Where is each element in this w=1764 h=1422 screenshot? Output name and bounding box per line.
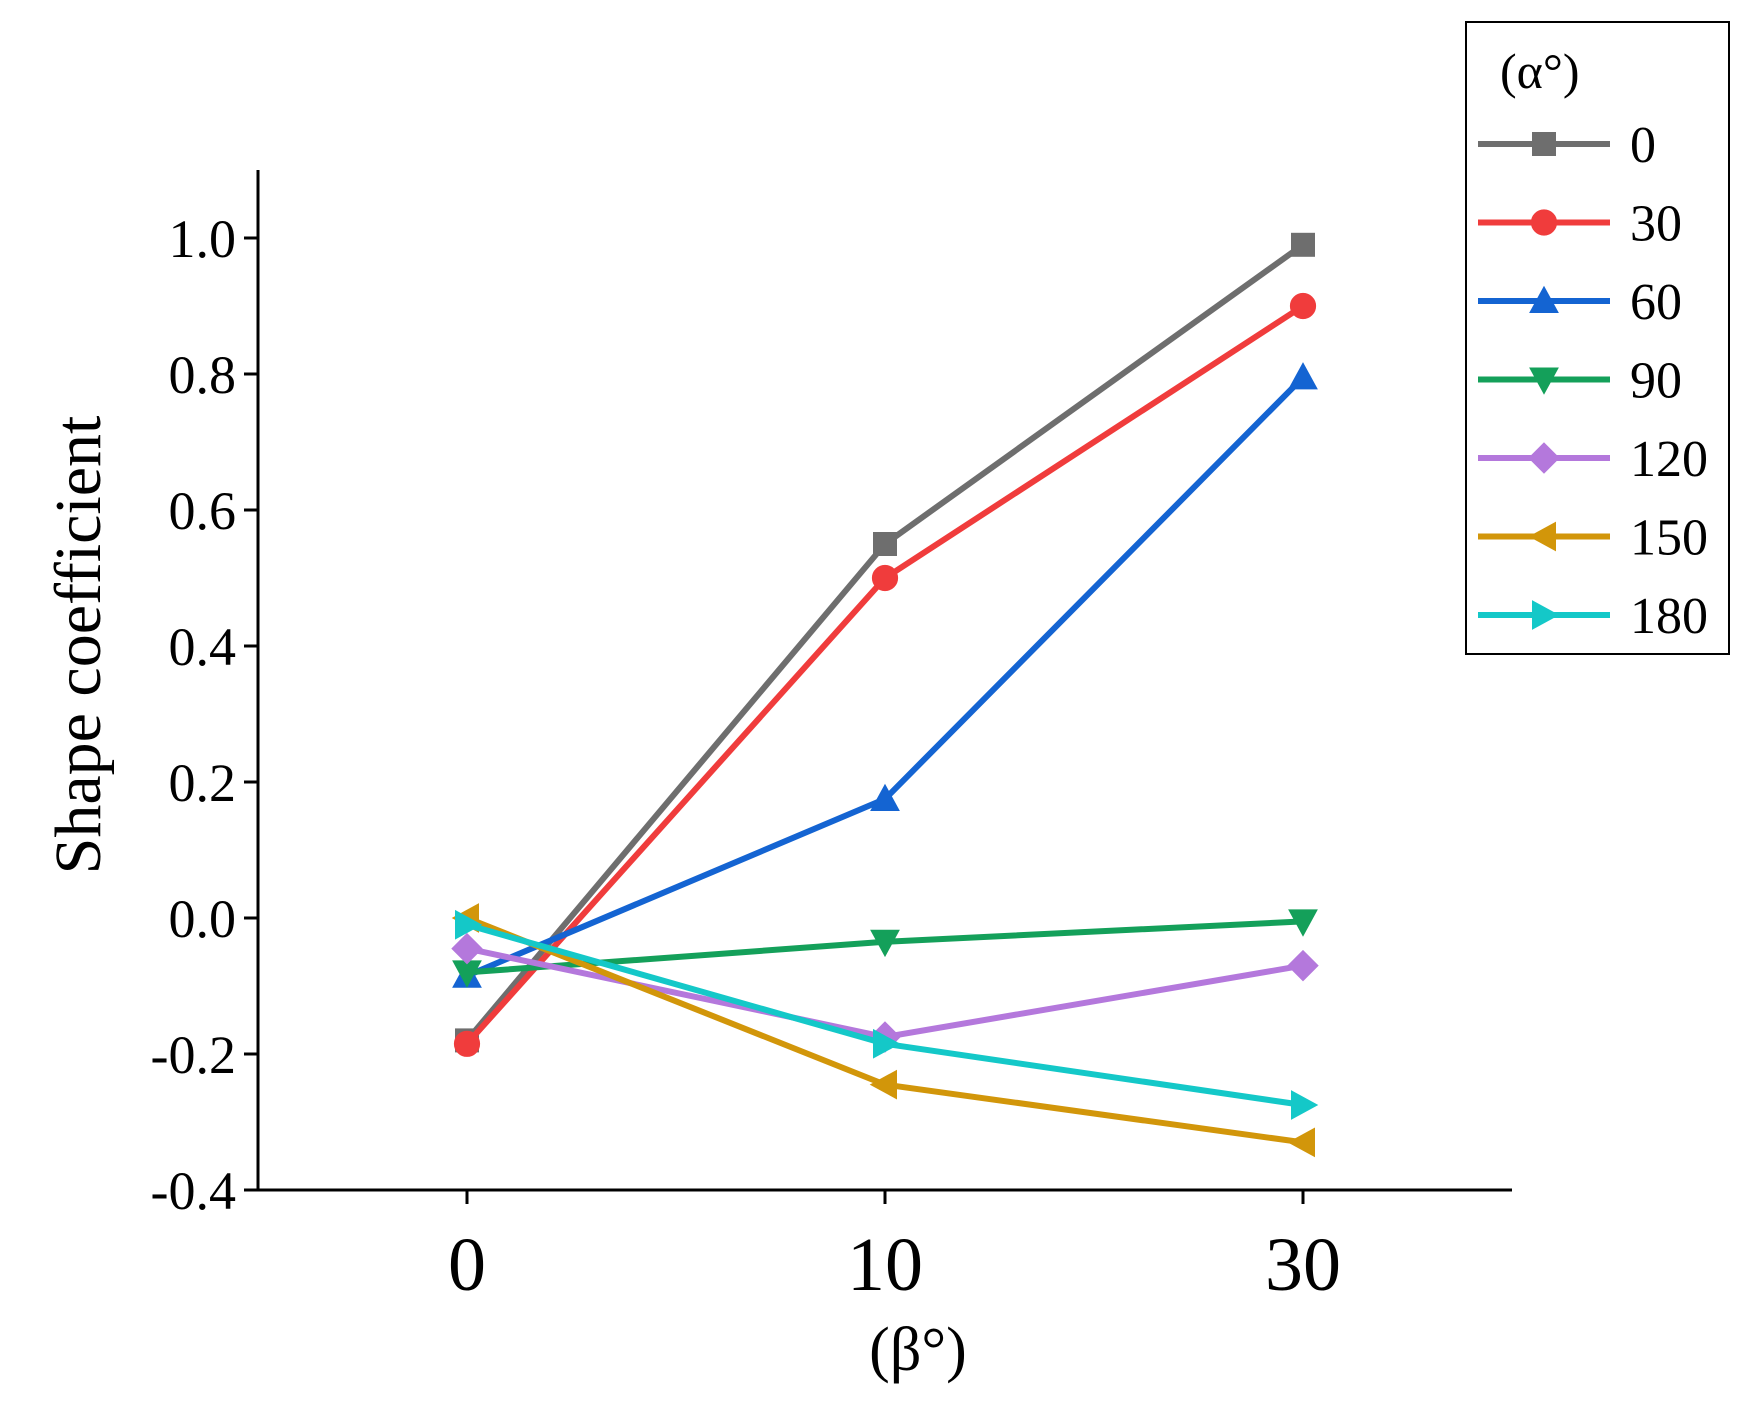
data-point [1291, 232, 1315, 257]
legend-marker [1532, 132, 1556, 156]
y-axis-title: Shape coefficient [42, 416, 115, 875]
legend-title: (α°) [1500, 43, 1580, 99]
legend-label: 30 [1630, 196, 1682, 253]
series-30 [453, 292, 1317, 1057]
data-point [1287, 949, 1319, 982]
legend-item-90: 90 [1478, 353, 1682, 410]
series-180 [455, 909, 1319, 1120]
data-point [873, 1028, 901, 1059]
legend-label: 180 [1630, 588, 1708, 645]
x-tick-label: 30 [1265, 1223, 1341, 1307]
legend-label: 150 [1630, 510, 1708, 567]
legend-item-30: 30 [1478, 196, 1682, 253]
data-point [453, 1030, 481, 1057]
y-tick-label: -0.2 [151, 1025, 236, 1085]
legend-marker [1532, 600, 1560, 630]
data-point [1288, 909, 1318, 937]
series-line [465, 375, 1306, 979]
legend-marker [1529, 285, 1559, 313]
data-point [455, 909, 483, 940]
legend-items: 0 30 60 90 120 150 180 [1478, 117, 1708, 645]
x-tick-label: 10 [847, 1223, 923, 1307]
legend-box [1465, 21, 1730, 655]
axes: -0.4 -0.2 0.0 0.2 0.4 0.6 0.8 1.0 0 10 30 [151, 170, 1512, 1307]
legend-marker [1530, 209, 1558, 236]
legend-item-180: 180 [1478, 588, 1708, 645]
legend-marker [1528, 521, 1556, 552]
legend-item-60: 60 [1478, 274, 1682, 331]
data-point [871, 564, 899, 592]
x-tick-label: 0 [448, 1223, 486, 1307]
y-tick-label: 0.8 [169, 345, 237, 405]
legend-label: 0 [1630, 117, 1656, 174]
y-tick-label: -0.4 [151, 1161, 236, 1221]
data-point [1291, 1090, 1319, 1120]
data-point [1289, 292, 1317, 320]
legend-item-150: 150 [1478, 510, 1708, 567]
series-60 [452, 362, 1318, 988]
y-tick-label: 0.6 [169, 481, 237, 541]
legend-label: 120 [1630, 431, 1708, 488]
data-point [870, 929, 900, 958]
y-tick-label: 0.0 [169, 889, 237, 949]
data-point [1288, 362, 1318, 390]
legend-label: 60 [1630, 274, 1682, 331]
series-layer [451, 232, 1319, 1158]
legend-item-0: 0 [1478, 117, 1656, 174]
legend-label: 90 [1630, 353, 1682, 410]
y-tick-label: 0.2 [169, 753, 237, 813]
data-point [1287, 1127, 1315, 1158]
data-point [451, 932, 483, 965]
data-point [870, 783, 900, 811]
y-tick-label: 1.0 [169, 209, 237, 269]
data-point [869, 1069, 897, 1100]
y-tick-label: 0.4 [169, 617, 237, 677]
x-axis-title: (β°) [869, 1316, 967, 1384]
legend-marker [1529, 367, 1559, 395]
data-point [873, 532, 897, 556]
legend-marker [1528, 442, 1560, 474]
legend-item-120: 120 [1478, 431, 1708, 488]
legend: (α°) 0 30 60 90 120 150 180 [1465, 21, 1730, 655]
